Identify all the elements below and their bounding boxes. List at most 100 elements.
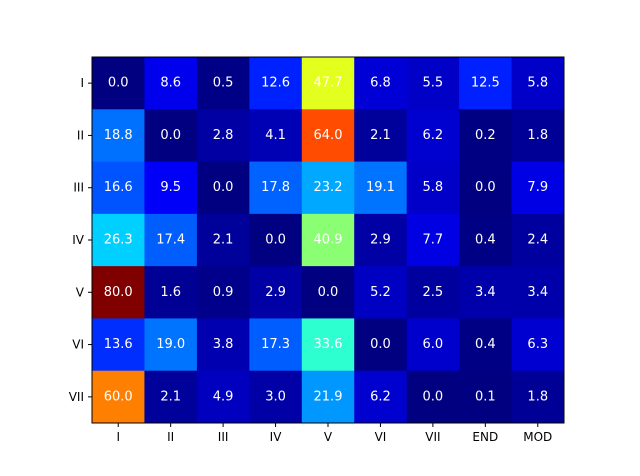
x-tick-label: END (472, 430, 498, 444)
cell-value-label: 2.1 (160, 389, 181, 404)
heatmap-cell (196, 109, 250, 163)
heatmap-cell (301, 370, 355, 424)
cell-value-label: 5.8 (423, 180, 444, 195)
cell-value-label: 0.9 (213, 285, 234, 300)
heatmap-cell (354, 213, 408, 267)
heatmap-cell (144, 213, 198, 267)
cell-value-label: 0.4 (475, 233, 496, 248)
heatmap-cell (354, 109, 408, 163)
cell-value-label: 18.8 (104, 128, 133, 143)
heatmap-cell (249, 266, 303, 319)
cell-value-label: 8.6 (160, 76, 181, 91)
cell-value-label: 7.9 (527, 180, 548, 195)
cell-value-label: 33.6 (314, 337, 343, 352)
heatmap-cell (459, 318, 513, 372)
heatmap-cell (459, 213, 513, 267)
cell-value-label: 0.0 (213, 180, 234, 195)
heatmap-cell (511, 213, 565, 267)
x-tick-label: V (324, 430, 333, 444)
cell-value-label: 1.8 (527, 128, 548, 143)
heatmap-cell (354, 161, 408, 215)
heatmap-cell (511, 109, 565, 163)
cell-value-label: 5.2 (370, 285, 391, 300)
cell-value-label: 0.2 (475, 128, 496, 143)
heatmap-cell (459, 109, 513, 163)
heatmap-cell (406, 266, 460, 319)
cell-value-label: 3.8 (213, 337, 234, 352)
cell-value-label: 4.1 (265, 128, 286, 143)
heatmap-cell (301, 109, 355, 163)
heatmap-cell (249, 57, 303, 110)
heatmap-cell (249, 213, 303, 267)
heatmap-cell (354, 57, 408, 110)
cell-value-label: 0.4 (475, 337, 496, 352)
cell-value-label: 1.8 (527, 389, 548, 404)
x-tick-label: MOD (523, 430, 552, 444)
heatmap-cell (406, 57, 460, 110)
heatmap-cell (511, 161, 565, 215)
cell-value-label: 60.0 (104, 389, 133, 404)
heatmap-cell (92, 266, 145, 319)
cell-value-label: 47.7 (314, 76, 343, 91)
heatmap-cell (459, 370, 513, 424)
cell-value-label: 9.5 (160, 180, 181, 195)
cell-value-label: 0.0 (108, 76, 129, 91)
heatmap-cell (406, 370, 460, 424)
heatmap-cell (196, 318, 250, 372)
y-tick-label: III (73, 181, 84, 195)
heatmap-cell (354, 370, 408, 424)
heatmap-cell (459, 57, 513, 110)
y-tick-label: I (80, 76, 84, 90)
heatmap-cell (144, 318, 198, 372)
x-tick-label: VII (425, 430, 440, 444)
heatmap-cell (354, 266, 408, 319)
x-axis: I II III IV V VI VII END MOD (116, 423, 552, 444)
heatmap-cell (459, 266, 513, 319)
heatmap-cell (144, 161, 198, 215)
heatmap-cell (406, 318, 460, 372)
heatmap-cell (301, 213, 355, 267)
heatmap-cell (92, 161, 145, 215)
cell-value-label: 2.1 (370, 128, 391, 143)
heatmap-cell (459, 161, 513, 215)
cell-value-label: 0.0 (475, 180, 496, 195)
cell-value-label: 12.6 (261, 76, 290, 91)
heatmap-cell (249, 161, 303, 215)
cell-value-label: 3.4 (475, 285, 496, 300)
heatmap-cells (92, 57, 565, 424)
cell-value-label: 2.8 (213, 128, 234, 143)
cell-value-label: 80.0 (104, 285, 133, 300)
y-tick-label: VII (69, 390, 84, 404)
heatmap-cell (511, 266, 565, 319)
heatmap-cell (406, 161, 460, 215)
cell-value-label: 16.6 (104, 180, 133, 195)
heatmap-cell (92, 318, 145, 372)
heatmap-cell (196, 370, 250, 424)
cell-value-label: 64.0 (314, 128, 343, 143)
heatmap-cell (249, 318, 303, 372)
cell-value-label: 19.0 (156, 337, 185, 352)
heatmap-cell (196, 266, 250, 319)
heatmap-cell (354, 318, 408, 372)
cell-value-label: 21.9 (314, 389, 343, 404)
cell-value-label: 6.3 (527, 337, 548, 352)
cell-value-label: 2.9 (370, 233, 391, 248)
cell-value-label: 6.8 (370, 76, 391, 91)
cell-value-label: 5.8 (527, 76, 548, 91)
heatmap-cell (144, 57, 198, 110)
cell-value-label: 0.0 (160, 128, 181, 143)
y-tick-label: V (76, 285, 85, 299)
heatmap-cell (92, 213, 145, 267)
cell-value-label: 12.5 (471, 76, 500, 91)
cell-value-label: 0.0 (423, 389, 444, 404)
cell-value-label: 26.3 (104, 233, 133, 248)
cell-value-label: 1.6 (160, 285, 181, 300)
heatmap-cell (196, 161, 250, 215)
cell-value-label: 2.1 (213, 233, 234, 248)
heatmap-cell (144, 109, 198, 163)
cell-value-label: 5.5 (423, 76, 444, 91)
heatmap-cell (144, 266, 198, 319)
cell-value-label: 40.9 (314, 233, 343, 248)
cell-value-label: 2.5 (423, 285, 444, 300)
